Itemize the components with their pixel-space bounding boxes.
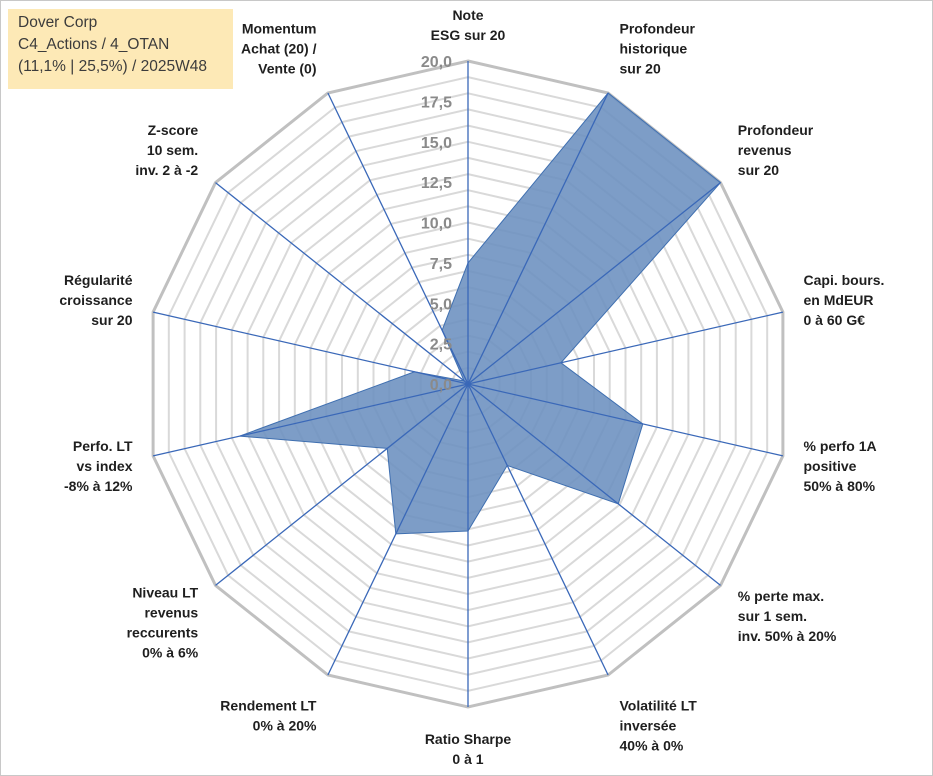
series-area [239,92,722,535]
axis-spoke [467,311,784,385]
axis-spoke [467,182,721,385]
tick-label: 0,0 [430,377,452,394]
tick-label: 12,5 [421,175,452,192]
axis-spoke [467,383,721,586]
tick-label: 15,0 [421,135,452,152]
category-label: Momentum Achat (20) / Vente (0) [241,21,317,77]
category-label: Capi. bours. en MdEUR 0 à 60 G€ [804,272,885,328]
axis-spoke [215,182,469,385]
category-label: Z-score 10 sem. inv. 2 à -2 [135,122,198,178]
tick-label: 7,5 [430,256,452,273]
category-label: Profondeur historique sur 20 [620,21,696,77]
radar-spokes [152,61,784,707]
category-label: Volatilité LT inversée 40% à 0% [620,697,698,753]
radar-tick-labels: 0,0 2,5 5,0 7,5 10,0 12,5 15,0 17,5 20,0 [421,54,452,394]
axis-spoke [467,383,609,676]
tick-label: 5,0 [430,296,452,313]
axis-spoke [327,92,469,385]
axis-spoke [327,383,469,676]
axis-spoke [215,383,469,586]
category-label: % perte max. sur 1 sem. inv. 50% à 20% [738,588,837,644]
axis-spoke [467,383,784,457]
radar-series [239,92,722,535]
category-label: Régularité croissance sur 20 [59,272,132,328]
portfolio-code: C4_Actions / 4_OTAN [18,36,170,53]
category-label: Rendement LT 0% à 20% [220,697,317,733]
category-label: % perfo 1A positive 50% à 80% [804,438,877,494]
tick-label: 20,0 [421,54,452,71]
category-label: Ratio Sharpe 0 à 1 [425,731,512,767]
axis-spoke [152,383,469,457]
stats-and-week: (11,1% | 25,5%) / 2025W48 [18,58,207,75]
category-label: Perfo. LT vs index -8% à 12% [64,438,133,494]
axis-spoke [152,311,469,385]
company-name: Dover Corp [18,14,98,31]
category-label: Note ESG sur 20 [431,7,506,43]
category-label: Profondeur revenus sur 20 [738,122,814,178]
axis-spoke [467,92,609,385]
category-label: Niveau LT revenus reccurents 0% à 6% [127,584,199,660]
tick-label: 17,5 [421,94,452,111]
chart-title-box: Dover Corp C4_Actions / 4_OTAN (11,1% | … [8,9,233,89]
tick-label: 2,5 [430,337,452,354]
radar-category-labels: Note ESG sur 20 Profondeur historique sur 20… [59,7,884,767]
tick-label: 10,0 [421,216,452,233]
